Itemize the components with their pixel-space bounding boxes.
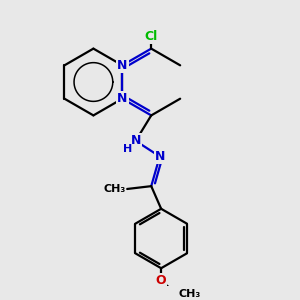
Text: N: N [154,150,165,163]
Text: CH₃: CH₃ [103,184,126,194]
Text: Cl: Cl [145,30,158,43]
Text: N: N [130,134,141,147]
Text: H: H [123,144,132,154]
Text: O: O [156,274,167,287]
Text: CH₃: CH₃ [179,289,201,299]
Text: N: N [117,59,128,72]
Text: N: N [117,92,128,105]
